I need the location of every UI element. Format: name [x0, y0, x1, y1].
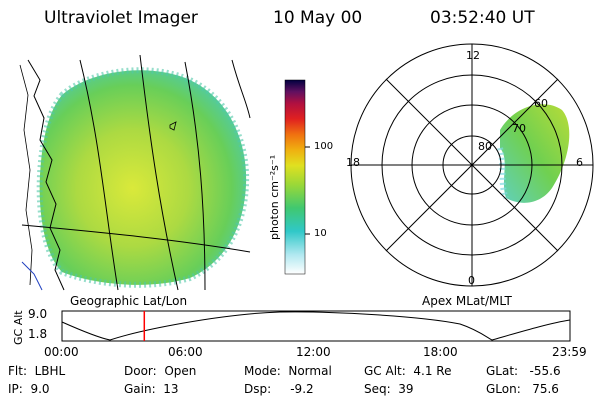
meridian-line [139, 54, 179, 291]
altitude-xtick: 23:59 [552, 345, 587, 359]
polar-aurora-fringe [497, 147, 509, 200]
river [21, 261, 43, 291]
polar-label-0: 0 [468, 274, 475, 287]
altitude-plot [61, 310, 571, 342]
polar-ring-label-70: 70 [512, 122, 526, 135]
geographic-image [19, 54, 251, 291]
altitude-xtick: 06:00 [168, 345, 203, 359]
small-island [169, 121, 177, 131]
info-door: Door: Open [124, 364, 197, 378]
info-gain: Gain: 13 [124, 382, 179, 396]
altitude-ytick-low: 1.8 [28, 327, 48, 341]
colorbar [284, 79, 306, 275]
coastline-2 [19, 64, 33, 286]
polar-ring-label-80: 80 [478, 140, 492, 153]
info-ip: IP: 9.0 [8, 382, 50, 396]
info-gcalt: GC Alt: 4.1 Re [364, 364, 452, 378]
altitude-xtick: 18:00 [423, 345, 458, 359]
info-seq: Seq: 39 [364, 382, 414, 396]
latitude-line [21, 224, 251, 253]
geographic-caption: Geographic Lat/Lon [70, 294, 188, 308]
altitude-xtick: 12:00 [296, 345, 331, 359]
instrument-title: Ultraviolet Imager [44, 8, 198, 28]
polar-label-18: 18 [346, 156, 360, 169]
altitude-ytick-high: 9.0 [28, 307, 48, 321]
meridian-line [231, 59, 251, 119]
info-flt: Flt: LBHL [8, 364, 66, 378]
info-glat: GLat: -55.6 [486, 364, 561, 378]
polar-aurora-oval [500, 104, 570, 203]
date-label: 10 May 00 [273, 8, 363, 28]
polar-diagonal [385, 78, 559, 252]
time-label: 03:52:40 UT [430, 8, 535, 28]
altitude-ylabel: GC Alt [12, 310, 25, 345]
colorbar-tick-10: 10 [314, 228, 327, 239]
altitude-plot-frame [61, 310, 571, 342]
altitude-xtick: 00:00 [44, 345, 79, 359]
info-mode: Mode: Normal [244, 364, 332, 378]
altitude-curve [61, 311, 571, 341]
coastline [27, 59, 65, 291]
polar-plot [350, 43, 594, 287]
colorbar-unit-label: photon cm⁻²s⁻¹ [268, 154, 281, 240]
meridian-line [184, 61, 206, 291]
apex-caption: Apex MLat/MLT [422, 294, 512, 308]
polar-ring-label-60: 60 [534, 97, 548, 110]
info-glon: GLon: 75.6 [486, 382, 559, 396]
polar-label-6: 6 [576, 156, 583, 169]
polar-label-12: 12 [466, 49, 480, 62]
aurora-image-disk [39, 70, 247, 285]
meridian-line [79, 59, 119, 291]
aurora-image-edge [36, 67, 250, 288]
info-dsp: Dsp: -9.2 [244, 382, 314, 396]
colorbar-tick-100: 100 [314, 141, 334, 152]
